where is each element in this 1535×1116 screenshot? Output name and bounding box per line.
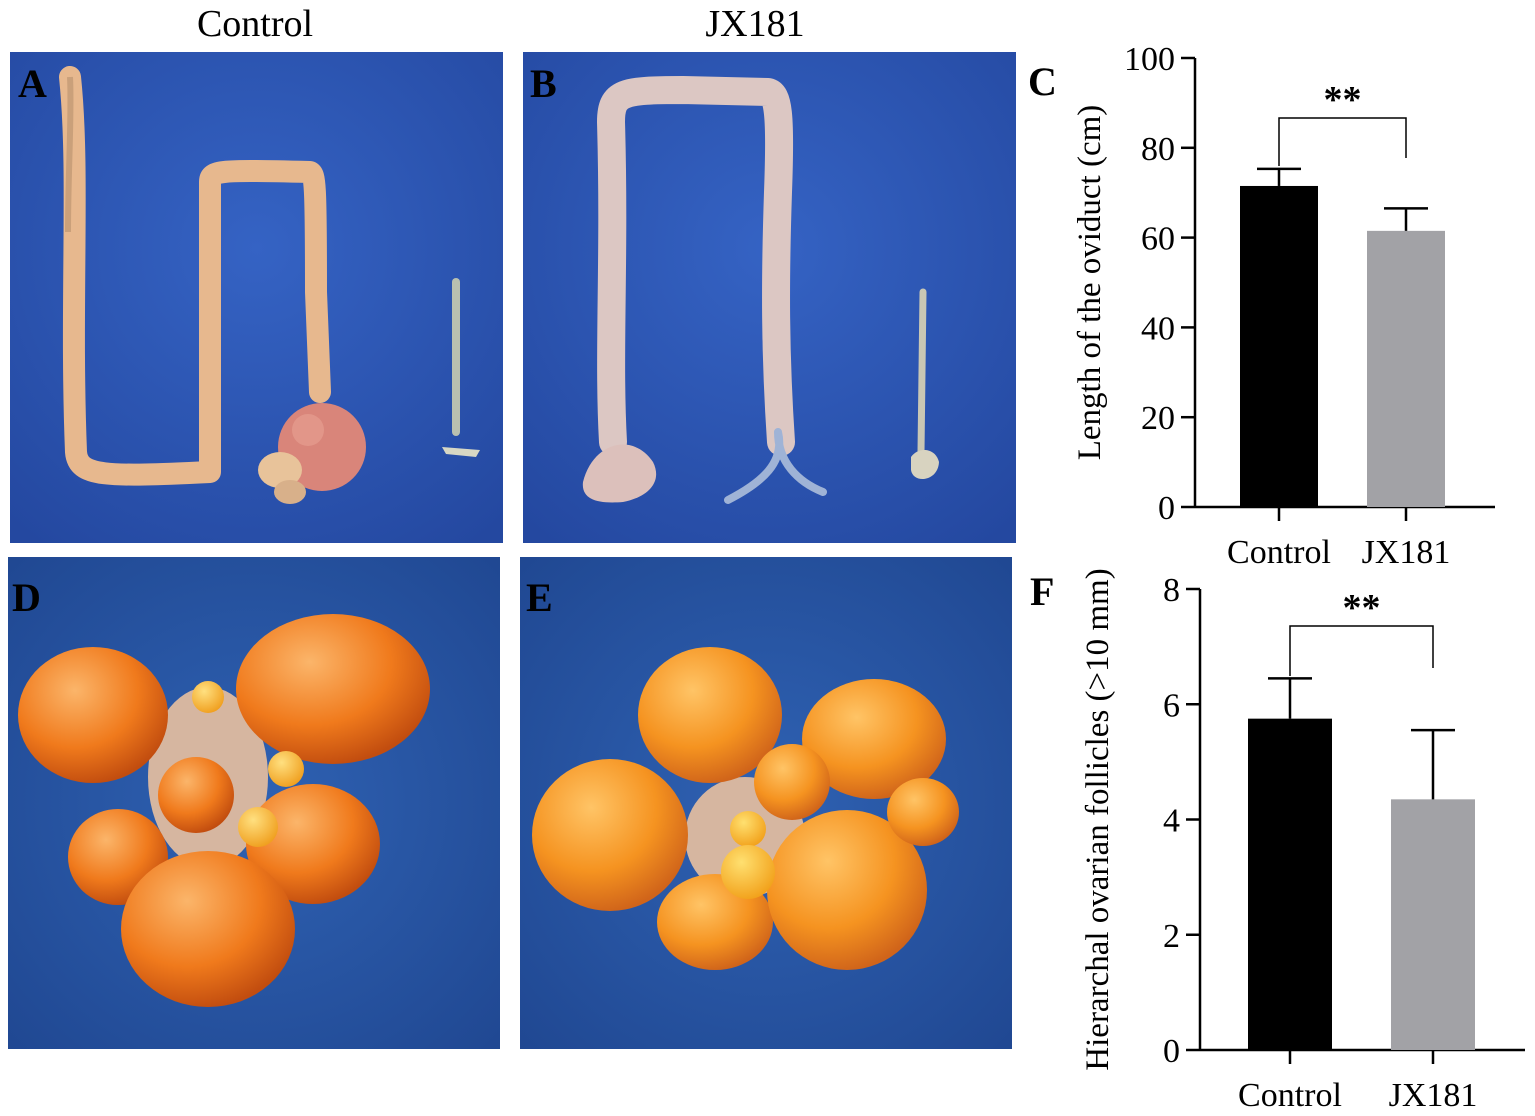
photo-jx181-oviduct — [523, 52, 1016, 543]
x-tick-label: Control — [1238, 1077, 1342, 1110]
panel-letter-b: B — [530, 61, 557, 106]
bar-control — [1240, 185, 1318, 507]
y-tick-label: 20 — [1141, 400, 1175, 437]
significance-label: ** — [1324, 79, 1362, 121]
column-title-jx181: JX181 — [705, 3, 805, 45]
y-tick-label: 40 — [1141, 310, 1175, 347]
photo-control-oviduct — [10, 52, 503, 543]
chart-ovarian-follicles: 0 2 4 6 8 Hierarchal ovarian follicles (>10 m… — [1080, 568, 1525, 1110]
panel-letter-a: A — [18, 61, 47, 106]
photo-jx181-follicles — [520, 557, 1012, 1049]
bar-control — [1248, 718, 1332, 1050]
y-tick-label: 60 — [1141, 221, 1175, 258]
bar-jx181 — [1367, 230, 1445, 508]
photo-control-follicles — [8, 557, 500, 1049]
significance-bracket — [1289, 625, 1434, 676]
y-tick-label: 0 — [1163, 1033, 1180, 1070]
y-axis-label: Hierarchal ovarian follicles (>10 mm) — [1080, 568, 1116, 1070]
y-tick-label: 8 — [1163, 572, 1180, 609]
panel-letter-f: F — [1030, 569, 1055, 614]
column-title-control: Control — [196, 3, 314, 45]
y-tick-label: 6 — [1163, 687, 1180, 724]
bar-jx181 — [1391, 799, 1475, 1050]
significance-label: ** — [1343, 587, 1381, 629]
x-tick-label: JX181 — [1389, 1077, 1478, 1110]
panel-letter-e: E — [526, 575, 553, 620]
y-tick-label: 80 — [1141, 131, 1175, 168]
y-tick-label: 0 — [1158, 490, 1175, 527]
y-tick-label: 100 — [1124, 41, 1175, 78]
y-axis-label: Length of the oviduct (cm) — [1072, 105, 1108, 461]
panel-letter-c: C — [1028, 59, 1057, 104]
x-tick-label: JX181 — [1362, 534, 1451, 571]
y-tick-label: 4 — [1163, 803, 1180, 840]
chart-oviduct-length: 0 20 40 60 80 100 Length of the oviduct (cm) Co… — [1072, 41, 1495, 571]
x-tick-label: Control — [1227, 534, 1331, 571]
significance-bracket — [1278, 117, 1407, 166]
y-tick-label: 2 — [1163, 918, 1180, 955]
panel-letter-d: D — [12, 575, 41, 620]
